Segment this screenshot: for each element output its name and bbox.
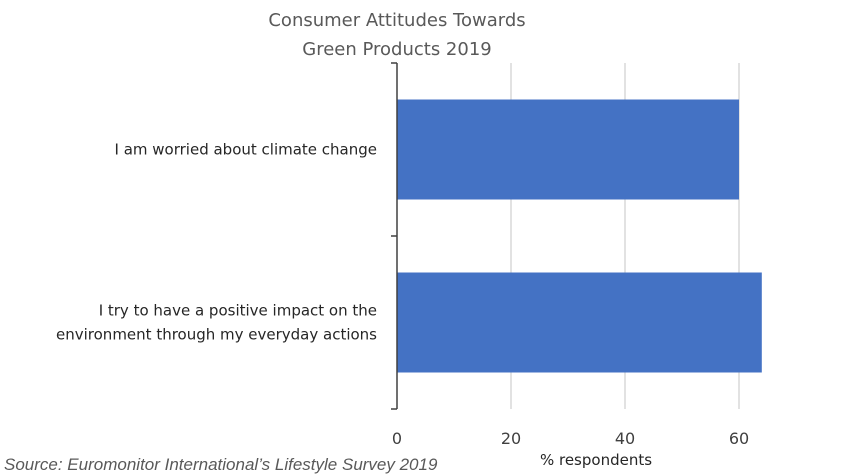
x-axis-title: % respondents <box>540 451 652 469</box>
source-note: Source: Euromonitor International’s Life… <box>4 455 438 474</box>
bar <box>397 272 762 373</box>
x-tick-label: 0 <box>392 429 402 448</box>
x-tick-labels: 0 20 40 60 <box>392 429 749 448</box>
chart-title: Consumer Attitudes Towards Green Products… <box>268 10 525 60</box>
chart-title-line: Green Products 2019 <box>302 39 491 60</box>
x-tick-label: 40 <box>615 429 635 448</box>
bars <box>397 99 762 373</box>
category-label: environment through my everyday actions <box>56 326 377 344</box>
category-label: I am worried about climate change <box>115 141 377 159</box>
y-axis <box>391 62 398 410</box>
chart-title-line: Consumer Attitudes Towards <box>268 10 525 31</box>
x-tick-label: 20 <box>501 429 521 448</box>
x-tick-label: 60 <box>729 429 749 448</box>
bar <box>397 99 739 200</box>
category-label: I try to have a positive impact on the <box>99 302 377 320</box>
category-labels: I am worried about climate change I try t… <box>56 141 377 344</box>
